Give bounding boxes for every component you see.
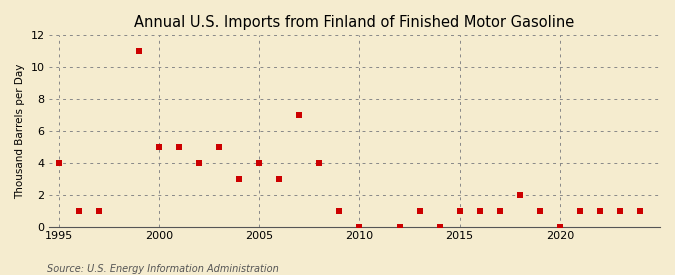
Point xyxy=(274,177,285,181)
Point xyxy=(254,161,265,165)
Point xyxy=(294,113,304,117)
Point xyxy=(634,208,645,213)
Point xyxy=(434,224,445,229)
Point xyxy=(194,161,205,165)
Point xyxy=(554,224,565,229)
Point xyxy=(74,208,84,213)
Point xyxy=(134,49,144,53)
Text: Source: U.S. Energy Information Administration: Source: U.S. Energy Information Administ… xyxy=(47,264,279,274)
Point xyxy=(234,177,244,181)
Point xyxy=(494,208,505,213)
Point xyxy=(394,224,405,229)
Point xyxy=(154,145,165,149)
Point xyxy=(314,161,325,165)
Point xyxy=(53,161,64,165)
Point xyxy=(214,145,225,149)
Point xyxy=(614,208,625,213)
Point xyxy=(454,208,465,213)
Point xyxy=(595,208,605,213)
Point xyxy=(94,208,105,213)
Title: Annual U.S. Imports from Finland of Finished Motor Gasoline: Annual U.S. Imports from Finland of Fini… xyxy=(134,15,574,30)
Point xyxy=(334,208,345,213)
Point xyxy=(475,208,485,213)
Point xyxy=(173,145,184,149)
Point xyxy=(514,192,525,197)
Point xyxy=(354,224,364,229)
Point xyxy=(535,208,545,213)
Point xyxy=(574,208,585,213)
Y-axis label: Thousand Barrels per Day: Thousand Barrels per Day xyxy=(15,63,25,199)
Point xyxy=(414,208,425,213)
